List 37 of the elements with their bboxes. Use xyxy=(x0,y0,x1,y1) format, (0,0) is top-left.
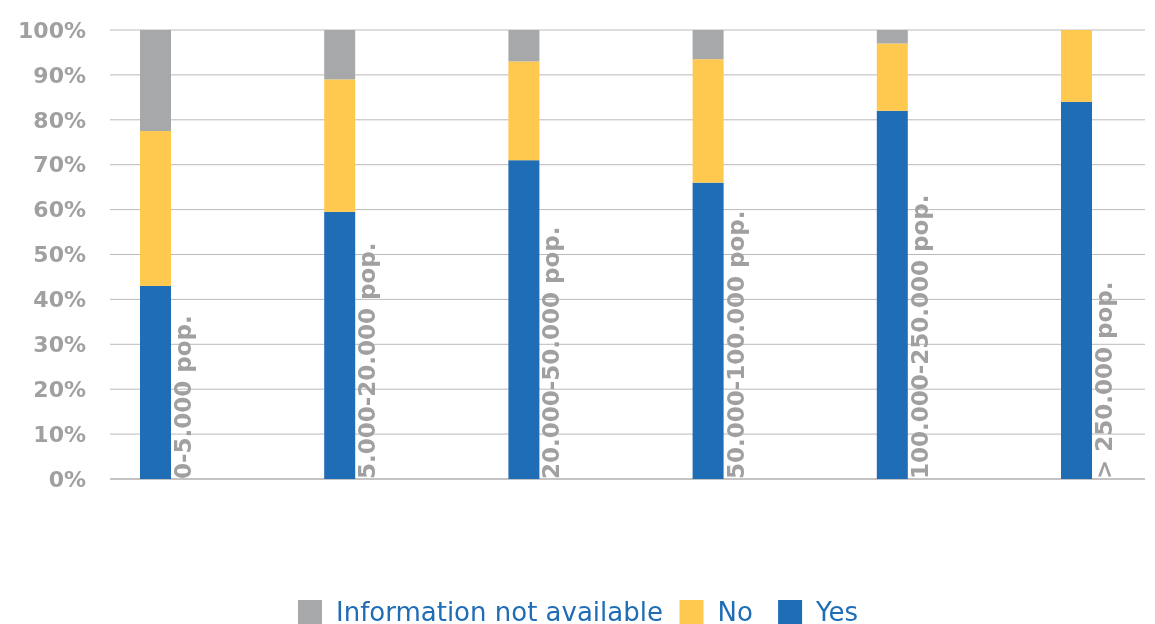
y-tick-label: 60% xyxy=(33,197,86,223)
bar xyxy=(508,160,540,479)
x-tick-label: 50.000-100.000 pop. xyxy=(722,210,749,479)
legend-label: Information not available xyxy=(336,597,663,624)
y-tick-label: 70% xyxy=(33,152,86,178)
bar xyxy=(1061,101,1092,479)
bar xyxy=(324,30,356,80)
bar xyxy=(876,43,908,111)
x-tick-label: 5.000-20.000 pop. xyxy=(354,242,381,479)
y-tick-label: 30% xyxy=(33,332,86,357)
y-tick-label: 90% xyxy=(33,62,86,88)
bar xyxy=(692,59,724,183)
x-tick-label: 100.000-250.000 pop. xyxy=(906,194,933,479)
bar xyxy=(508,30,540,62)
bar xyxy=(324,79,356,212)
x-tick-label: 20.000-50.000 pop. xyxy=(538,226,565,479)
bar xyxy=(140,131,171,286)
x-tick-label: > 250.000 pop. xyxy=(1091,281,1117,479)
y-tick-label: 100% xyxy=(18,17,86,43)
y-tick-label: 0% xyxy=(48,466,86,492)
legend-label: No xyxy=(717,597,753,624)
y-tick-label: 10% xyxy=(33,421,86,447)
bar xyxy=(508,61,540,161)
bar xyxy=(1061,30,1092,102)
bar xyxy=(876,110,908,479)
bar xyxy=(324,211,356,479)
bar xyxy=(140,30,171,132)
legend-label: Yes xyxy=(815,597,859,624)
y-tick-label: 20% xyxy=(33,376,86,402)
bar xyxy=(692,182,724,479)
y-tick-label: 50% xyxy=(33,242,86,268)
y-tick-label: 80% xyxy=(33,107,86,133)
x-tick-label: 0-5.000 pop. xyxy=(170,315,196,479)
y-tick-label: 40% xyxy=(33,287,86,313)
bar xyxy=(692,30,724,60)
bar xyxy=(140,285,171,479)
bar xyxy=(876,30,908,44)
